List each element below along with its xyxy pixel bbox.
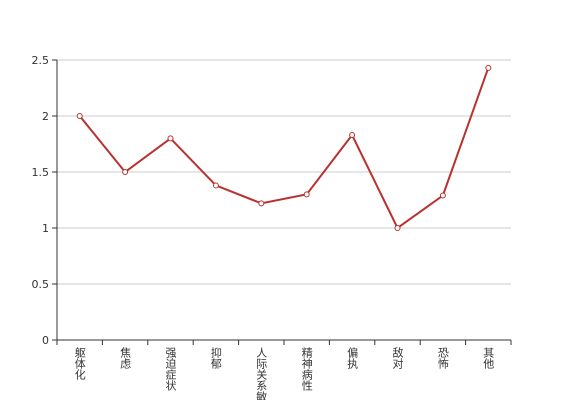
x-tick-label: 躯体化 — [73, 347, 86, 381]
point — [485, 64, 492, 71]
x-tick-label: 精神病性 — [300, 347, 313, 392]
point — [122, 169, 129, 175]
point — [394, 225, 401, 231]
x-tick-label: 偏执 — [346, 346, 359, 370]
y-tick-label: 1 — [42, 222, 49, 235]
point — [349, 132, 356, 139]
point — [212, 182, 219, 189]
y-tick-label: 2.5 — [32, 54, 50, 67]
x-tick-label: 焦虑 — [119, 347, 132, 369]
x-tick-label: 抑郁 — [209, 346, 222, 369]
point — [303, 191, 310, 198]
point — [76, 113, 83, 119]
y-tick-label: 0 — [42, 334, 49, 347]
point — [439, 192, 446, 199]
x-tick-label: 强迫症状 — [164, 347, 177, 391]
point — [167, 135, 174, 142]
y-tick-label: 1.5 — [32, 166, 50, 179]
y-tick-label: 0.5 — [32, 278, 50, 291]
x-tick-label: 其他 — [482, 347, 495, 369]
line — [78, 67, 490, 230]
x-tick-label: 恐怖 — [436, 347, 449, 369]
x-tick-label: 人际关系敏感 — [255, 347, 268, 400]
y-tick-label: 2 — [42, 110, 49, 123]
x-tick-label: 敌对 — [391, 346, 404, 369]
point — [258, 200, 265, 207]
